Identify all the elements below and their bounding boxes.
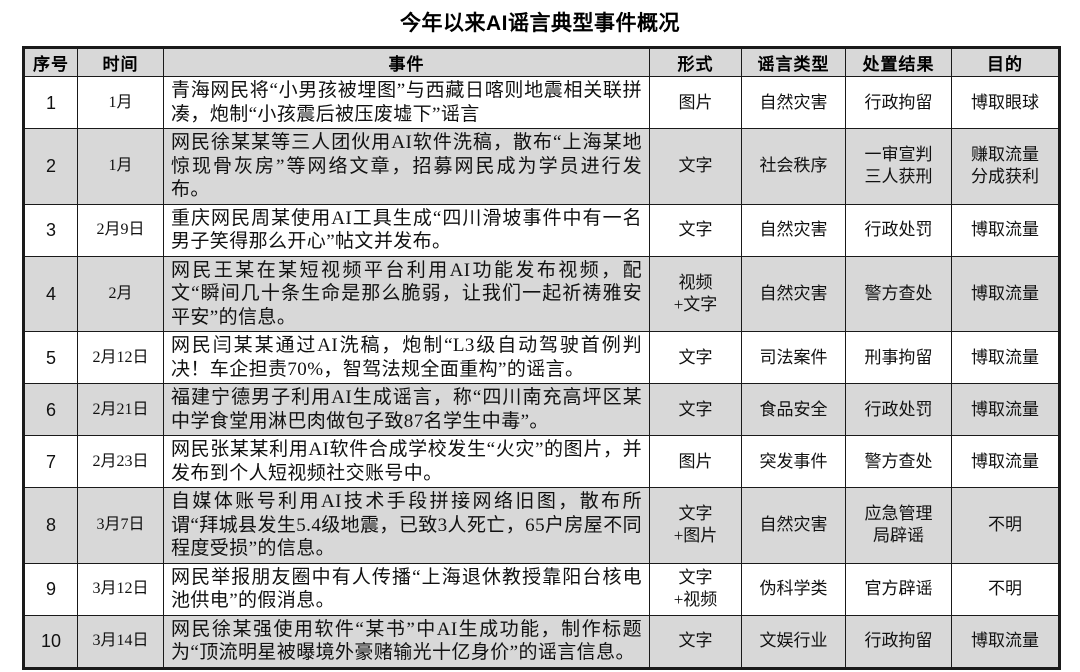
cell-type: 食品安全 — [741, 383, 846, 436]
cell-time: 1月 — [77, 76, 164, 129]
cell-purpose: 博取眼球 — [951, 76, 1060, 129]
cell-no: 10 — [23, 614, 78, 669]
cell-result: 行政拘留 — [845, 614, 952, 669]
table-row: 1 1月 青海网民将“小男孩被埋图”与西藏日喀则地震相关联拼凑，炮制“小孩震后被压废… — [23, 76, 1060, 129]
cell-time: 2月9日 — [77, 203, 164, 257]
cell-type: 自然灾害 — [741, 255, 846, 332]
cell-no: 8 — [23, 487, 78, 564]
cell-form: 图片 — [649, 76, 742, 129]
page-title: 今年以来AI谣言典型事件概况 — [400, 12, 680, 35]
cell-result: 行政处罚 — [845, 383, 952, 436]
cell-time: 2月23日 — [77, 435, 164, 488]
header-cell-type: 谣言类型 — [741, 47, 846, 77]
cell-time: 3月12日 — [77, 562, 164, 616]
cell-form: 视频 +文字 — [649, 255, 742, 332]
cell-event: 网民王某在某短视频平台利用AI功能发布视频，配文“瞬间几十条生命是那么脆弱，让我… — [163, 255, 650, 332]
table-row: 2 1月 网民徐某某等三人团伙用AI软件洗稿，散布“上海某地惊现骨灰房”等网络文章，… — [23, 128, 1060, 205]
header-cell-form: 形式 — [649, 47, 742, 77]
cell-result: 应急管理 局辟谣 — [845, 487, 952, 564]
cell-time: 2月21日 — [77, 383, 164, 436]
cell-type: 司法案件 — [741, 331, 846, 384]
cell-event: 网民徐某强使用软件“某书”中AI生成功能，制作标题为“顶流明星被曝境外豪赌输光十… — [163, 614, 650, 669]
cell-type: 突发事件 — [741, 435, 846, 488]
cell-time: 2月 — [77, 255, 164, 332]
cell-form: 文字 — [649, 383, 742, 436]
cell-purpose: 不明 — [951, 487, 1060, 564]
table-row: 7 2月23日 网民张某某利用AI软件合成学校发生“火灾”的图片，并发布到个人短视频… — [23, 435, 1060, 488]
cell-result: 刑事拘留 — [845, 331, 952, 384]
cell-event: 福建宁德男子利用AI生成谣言，称“四川南充高坪区某中学食堂用淋巴肉做包子致87名… — [163, 383, 650, 436]
cell-type: 伪科学类 — [741, 562, 846, 616]
cell-type: 自然灾害 — [741, 76, 846, 129]
table-header: 序号 时间 事件 形式 谣言类型 处置结果 目的 — [23, 47, 1060, 77]
cell-result: 行政处罚 — [845, 203, 952, 257]
cell-no: 7 — [23, 435, 78, 488]
table-row: 6 2月21日 福建宁德男子利用AI生成谣言，称“四川南充高坪区某中学食堂用淋巴肉做… — [23, 383, 1060, 436]
table-row: 3 2月9日 重庆网民周某使用AI工具生成“四川滑坡事件中有一名男子笑得那么开心”帖… — [23, 203, 1060, 257]
cell-no: 6 — [23, 383, 78, 436]
cell-no: 3 — [23, 203, 78, 257]
cell-type: 自然灾害 — [741, 487, 846, 564]
table-row: 9 3月12日 网民举报朋友圈中有人传播“上海退休教授靠阳台核电池供电”的假消息。文… — [23, 562, 1060, 616]
table-row: 5 2月12日 网民闫某某通过AI洗稿，炮制“L3级自动驾驶首例判决！车企担责70%… — [23, 331, 1060, 384]
cell-form: 文字 — [649, 203, 742, 257]
cell-result: 警方查处 — [845, 255, 952, 332]
cell-event: 重庆网民周某使用AI工具生成“四川滑坡事件中有一名男子笑得那么开心”帖文并发布。 — [163, 203, 650, 257]
cell-purpose: 赚取流量 分成获利 — [951, 128, 1060, 205]
cell-purpose: 博取流量 — [951, 255, 1060, 332]
cell-type: 文娱行业 — [741, 614, 846, 669]
cell-event: 自媒体账号利用AI技术手段拼接网络旧图，散布所谓“拜城县发生5.4级地震，已致3… — [163, 487, 650, 564]
cell-time: 2月12日 — [77, 331, 164, 384]
cell-result: 官方辟谣 — [845, 562, 952, 616]
cell-purpose: 博取流量 — [951, 331, 1060, 384]
table-row: 10 3月14日 网民徐某强使用软件“某书”中AI生成功能，制作标题为“顶流明星被曝… — [23, 614, 1060, 669]
cell-time: 3月14日 — [77, 614, 164, 669]
cell-purpose: 博取流量 — [951, 203, 1060, 257]
cell-no: 1 — [23, 76, 78, 129]
header-cell-event: 事件 — [163, 47, 650, 77]
cell-form: 文字 +图片 — [649, 487, 742, 564]
cell-purpose: 博取流量 — [951, 383, 1060, 436]
cell-form: 文字 — [649, 614, 742, 669]
cell-form: 文字 — [649, 331, 742, 384]
cell-no: 2 — [23, 128, 78, 205]
cell-time: 3月7日 — [77, 487, 164, 564]
header-cell-time: 时间 — [77, 47, 164, 77]
rumor-events-table: 序号 时间 事件 形式 谣言类型 处置结果 目的 1 1月 青海网民将“小男孩被埋图… — [22, 46, 1061, 670]
cell-event: 青海网民将“小男孩被埋图”与西藏日喀则地震相关联拼凑，炮制“小孩震后被压废墟下”… — [163, 76, 650, 129]
cell-result: 警方查处 — [845, 435, 952, 488]
cell-no: 4 — [23, 255, 78, 332]
header-cell-no: 序号 — [23, 47, 78, 77]
table-row: 8 3月7日 自媒体账号利用AI技术手段拼接网络旧图，散布所谓“拜城县发生5.4级地… — [23, 487, 1060, 564]
table-row: 4 2月 网民王某在某短视频平台利用AI功能发布视频，配文“瞬间几十条生命是那么脆弱… — [23, 255, 1060, 332]
table-body: 1 1月 青海网民将“小男孩被埋图”与西藏日喀则地震相关联拼凑，炮制“小孩震后被压废… — [23, 76, 1060, 669]
cell-form: 文字 — [649, 128, 742, 205]
cell-event: 网民张某某利用AI软件合成学校发生“火灾”的图片，并发布到个人短视频社交账号中。 — [163, 435, 650, 488]
header-cell-purpose: 目的 — [951, 47, 1060, 77]
cell-purpose: 博取流量 — [951, 435, 1060, 488]
cell-time: 1月 — [77, 128, 164, 205]
cell-type: 社会秩序 — [741, 128, 846, 205]
cell-purpose: 博取流量 — [951, 614, 1060, 669]
cell-event: 网民举报朋友圈中有人传播“上海退休教授靠阳台核电池供电”的假消息。 — [163, 562, 650, 616]
cell-form: 文字 +视频 — [649, 562, 742, 616]
cell-result: 一审宣判 三人获刑 — [845, 128, 952, 205]
table-header-row: 序号 时间 事件 形式 谣言类型 处置结果 目的 — [23, 47, 1060, 77]
cell-event: 网民徐某某等三人团伙用AI软件洗稿，散布“上海某地惊现骨灰房”等网络文章，招募网… — [163, 128, 650, 205]
cell-no: 5 — [23, 331, 78, 384]
cell-purpose: 不明 — [951, 562, 1060, 616]
cell-event: 网民闫某某通过AI洗稿，炮制“L3级自动驾驶首例判决！车企担责70%，智驾法规全… — [163, 331, 650, 384]
cell-form: 图片 — [649, 435, 742, 488]
cell-no: 9 — [23, 562, 78, 616]
cell-type: 自然灾害 — [741, 203, 846, 257]
header-cell-result: 处置结果 — [845, 47, 952, 77]
cell-result: 行政拘留 — [845, 76, 952, 129]
